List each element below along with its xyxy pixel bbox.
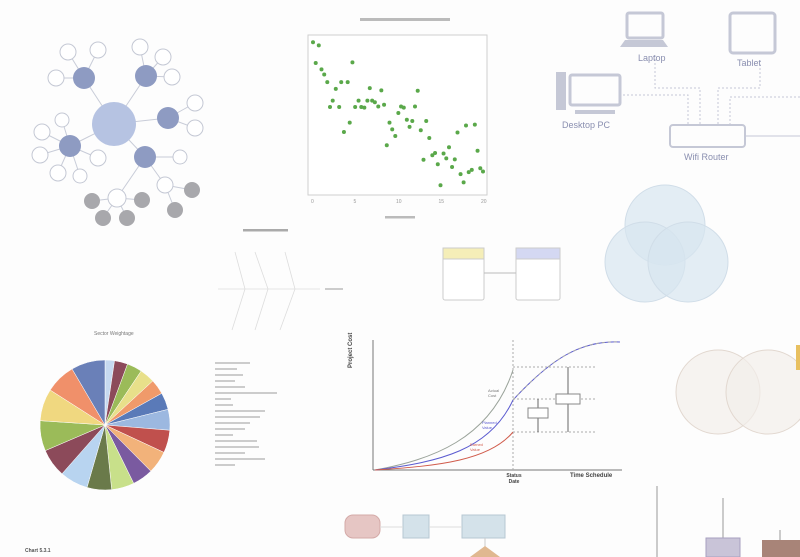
tablet-icon: [728, 11, 777, 55]
ev-x-label: Time Schedule: [570, 473, 613, 479]
scatter-point: [466, 170, 471, 175]
scatter-point: [328, 105, 332, 110]
scatter-point: [404, 117, 409, 122]
scatter-point: [313, 60, 318, 65]
scatter-point: [365, 98, 370, 103]
scatter-point: [367, 86, 372, 91]
scatter-point: [359, 105, 364, 110]
scatter-point: [438, 183, 443, 188]
ev-actual-cost: Actual Cost: [488, 388, 500, 398]
pie-legend: [215, 362, 277, 466]
flowchart: [344, 514, 506, 557]
scatter-point: [472, 122, 477, 127]
pie-slice: [71, 359, 106, 426]
router-label: Wifi Router: [684, 152, 729, 162]
scatter-point: [444, 156, 449, 161]
scatter-point: [461, 180, 466, 185]
earned-value-chart: [372, 340, 622, 471]
scatter-point: [469, 167, 474, 172]
scatter-point: [396, 111, 401, 116]
scatter-point: [458, 172, 463, 177]
scatter-point: [356, 98, 361, 103]
scatter-x-tick: 5: [354, 199, 357, 205]
mind-map-nodes: [31, 38, 204, 226]
scatter-point: [407, 124, 412, 129]
scatter-x-tick: 10: [396, 199, 402, 205]
scatter-point: [475, 148, 480, 153]
scatter-point: [481, 169, 485, 174]
scatter-point: [350, 60, 355, 65]
scatter-point: [311, 40, 315, 45]
scatter-point: [339, 80, 344, 85]
scatter-point: [393, 134, 398, 138]
box-plot: [656, 486, 800, 557]
edge-highlight: [796, 345, 800, 370]
scatter-point: [410, 119, 415, 123]
scatter-point: [319, 67, 324, 72]
fishbone-diagram: [218, 229, 343, 331]
scatter-point: [390, 127, 395, 132]
scatter-point: [464, 123, 468, 128]
scatter-point: [372, 100, 377, 105]
scatter-x-tick: 15: [439, 199, 445, 205]
scatter-point: [424, 119, 429, 123]
scatter-point: [387, 120, 392, 125]
scatter-point: [421, 157, 426, 162]
class-diagram: [442, 247, 561, 301]
scatter-point: [379, 88, 384, 93]
ev-y-label: Project Cost: [348, 332, 354, 368]
ev-status-date: Status Date: [506, 473, 522, 485]
footer-label: Chart 5.3.1: [25, 548, 51, 554]
scatter-x-tick: 20: [481, 199, 487, 205]
scatter-point: [401, 105, 406, 110]
scatter-point: [347, 120, 352, 125]
scatter-point: [382, 102, 387, 107]
scatter-point: [345, 80, 350, 85]
laptop-label: Laptop: [638, 53, 666, 63]
scatter-point: [415, 88, 420, 93]
scatter-point: [450, 165, 455, 170]
scatter-point: [376, 104, 381, 109]
scatter-point: [447, 145, 451, 150]
scatter-chart: 0 5 10 15 20: [307, 18, 488, 219]
scatter-point: [435, 162, 440, 167]
desktop-pc-icon: [568, 73, 622, 107]
scatter-x-tick: 0: [311, 199, 314, 205]
scatter-point: [455, 130, 460, 135]
venn-two: [675, 349, 800, 435]
tablet-label: Tablet: [737, 58, 762, 68]
scatter-point: [325, 80, 330, 85]
ev-planned-value: Planned Value: [482, 420, 497, 430]
scatter-point: [362, 105, 367, 110]
desktop-pc-label: Desktop PC: [562, 120, 611, 130]
scatter-point: [337, 105, 342, 110]
scatter-point: [316, 43, 321, 48]
scatter-point: [413, 104, 417, 109]
ev-earned-value: Earned Value: [470, 442, 483, 452]
scatter-point: [341, 129, 346, 134]
scatter-point: [322, 72, 327, 77]
scatter-point: [333, 86, 338, 91]
scatter-point: [330, 98, 335, 103]
scatter-point: [430, 153, 435, 158]
scatter-point: [384, 143, 389, 148]
pie-title: Sector Weightage: [94, 331, 134, 337]
pie-chart: [39, 359, 171, 491]
scatter-point: [427, 135, 432, 140]
scatter-title-blurred: [360, 18, 450, 21]
scatter-point: [452, 157, 457, 162]
router-icon: [669, 124, 746, 148]
network-diagram: [556, 11, 800, 148]
scatter-point: [353, 105, 358, 110]
scatter-point: [418, 128, 423, 133]
scatter-point: [433, 150, 438, 155]
laptop-icon: [625, 11, 665, 40]
scatter-xlabel-blurred: [385, 216, 415, 219]
scatter-point: [478, 166, 483, 171]
scatter-point: [441, 151, 446, 156]
venn-three: [604, 184, 729, 303]
